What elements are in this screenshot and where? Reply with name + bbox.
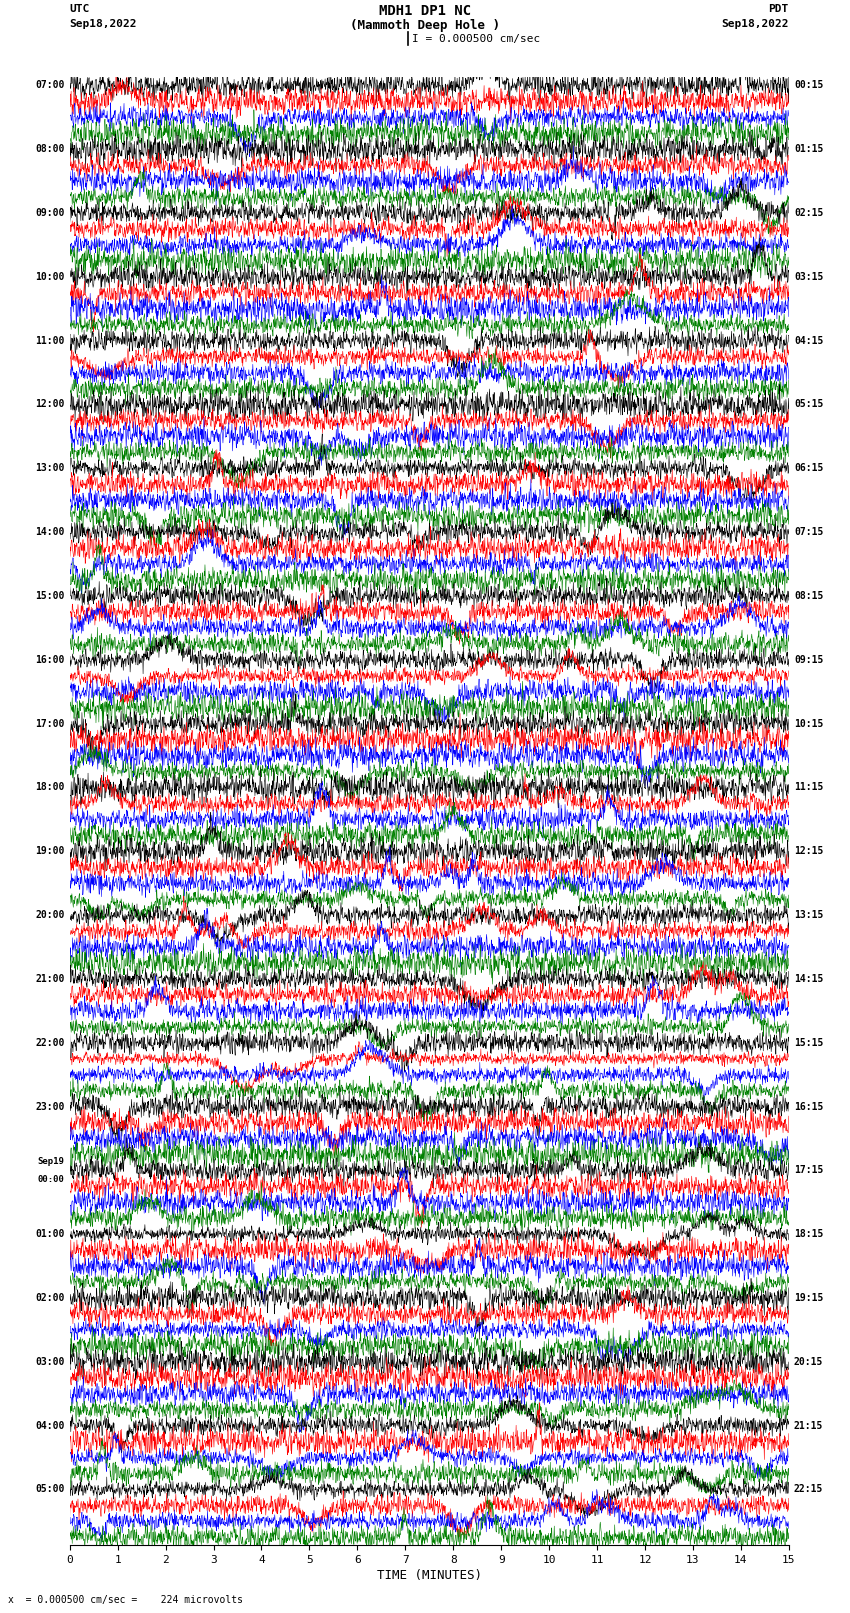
Text: 04:00: 04:00 xyxy=(35,1421,65,1431)
Text: 15:00: 15:00 xyxy=(35,590,65,602)
Text: 10:15: 10:15 xyxy=(794,718,824,729)
Text: 14:15: 14:15 xyxy=(794,974,824,984)
Text: UTC: UTC xyxy=(70,5,90,15)
Text: 14:00: 14:00 xyxy=(35,527,65,537)
Text: I = 0.000500 cm/sec: I = 0.000500 cm/sec xyxy=(412,34,541,44)
Text: 12:00: 12:00 xyxy=(35,400,65,410)
Text: 08:00: 08:00 xyxy=(35,144,65,155)
Text: 07:15: 07:15 xyxy=(794,527,824,537)
Text: 01:00: 01:00 xyxy=(35,1229,65,1239)
Text: 19:15: 19:15 xyxy=(794,1294,824,1303)
Text: 22:15: 22:15 xyxy=(794,1484,824,1494)
Text: (Mammoth Deep Hole ): (Mammoth Deep Hole ) xyxy=(350,18,500,32)
Text: 10:00: 10:00 xyxy=(35,273,65,282)
Text: 07:00: 07:00 xyxy=(35,81,65,90)
Text: 11:00: 11:00 xyxy=(35,336,65,345)
Text: 18:00: 18:00 xyxy=(35,782,65,792)
Text: 13:00: 13:00 xyxy=(35,463,65,473)
Text: 16:00: 16:00 xyxy=(35,655,65,665)
Text: 16:15: 16:15 xyxy=(794,1102,824,1111)
Text: 03:15: 03:15 xyxy=(794,273,824,282)
Text: 00:00: 00:00 xyxy=(37,1174,65,1184)
Text: Sep18,2022: Sep18,2022 xyxy=(722,18,789,29)
Text: 20:00: 20:00 xyxy=(35,910,65,919)
Text: 09:15: 09:15 xyxy=(794,655,824,665)
Text: 06:15: 06:15 xyxy=(794,463,824,473)
Text: 08:15: 08:15 xyxy=(794,590,824,602)
Text: Sep19: Sep19 xyxy=(37,1157,65,1166)
Text: 09:00: 09:00 xyxy=(35,208,65,218)
Text: 20:15: 20:15 xyxy=(794,1357,824,1366)
Text: 12:15: 12:15 xyxy=(794,847,824,857)
Text: Sep18,2022: Sep18,2022 xyxy=(70,18,137,29)
Text: PDT: PDT xyxy=(768,5,789,15)
Text: 04:15: 04:15 xyxy=(794,336,824,345)
Text: 17:00: 17:00 xyxy=(35,718,65,729)
Text: 15:15: 15:15 xyxy=(794,1037,824,1048)
Text: x  = 0.000500 cm/sec =    224 microvolts: x = 0.000500 cm/sec = 224 microvolts xyxy=(8,1595,243,1605)
Text: 01:15: 01:15 xyxy=(794,144,824,155)
Text: 18:15: 18:15 xyxy=(794,1229,824,1239)
Text: 17:15: 17:15 xyxy=(794,1165,824,1176)
X-axis label: TIME (MINUTES): TIME (MINUTES) xyxy=(377,1569,482,1582)
Text: 02:00: 02:00 xyxy=(35,1294,65,1303)
Text: 23:00: 23:00 xyxy=(35,1102,65,1111)
Text: 05:15: 05:15 xyxy=(794,400,824,410)
Text: 19:00: 19:00 xyxy=(35,847,65,857)
Text: 21:00: 21:00 xyxy=(35,974,65,984)
Text: 22:00: 22:00 xyxy=(35,1037,65,1048)
Text: 00:15: 00:15 xyxy=(794,81,824,90)
Text: 02:15: 02:15 xyxy=(794,208,824,218)
Text: MDH1 DP1 NC: MDH1 DP1 NC xyxy=(379,5,471,18)
Text: 05:00: 05:00 xyxy=(35,1484,65,1494)
Text: 03:00: 03:00 xyxy=(35,1357,65,1366)
Text: 13:15: 13:15 xyxy=(794,910,824,919)
Text: 21:15: 21:15 xyxy=(794,1421,824,1431)
Text: 11:15: 11:15 xyxy=(794,782,824,792)
